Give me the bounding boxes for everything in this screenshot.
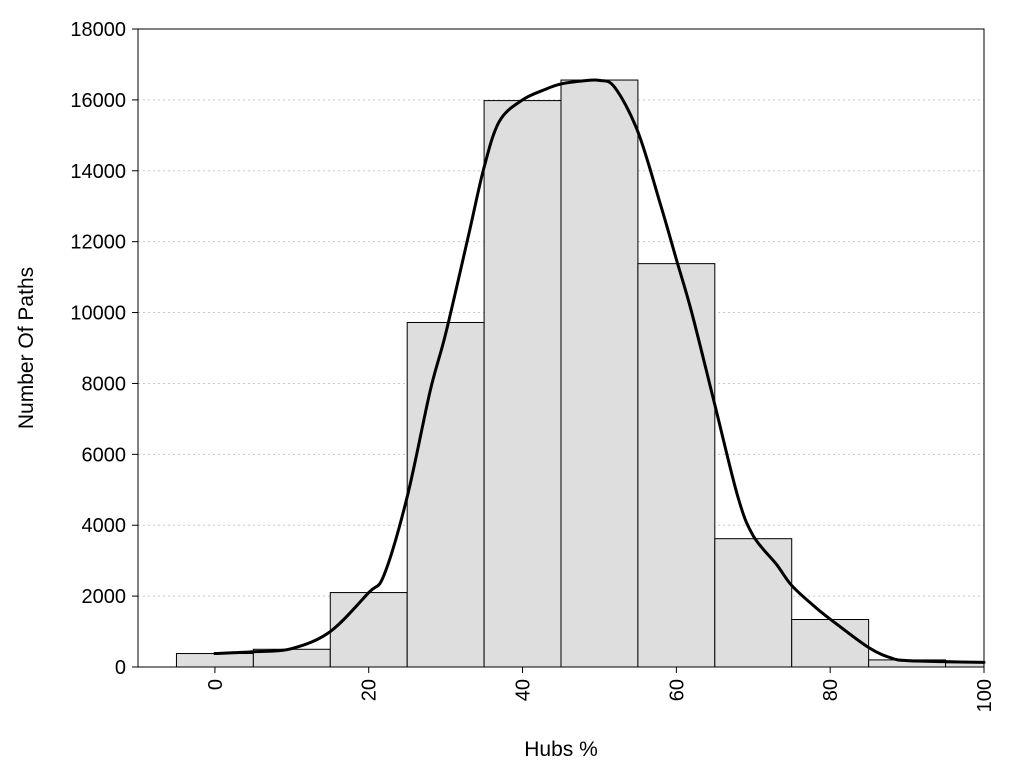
histogram-bar — [406, 321, 485, 668]
y-tick-label: 10000 — [70, 303, 126, 325]
histogram-bar — [714, 538, 793, 668]
x-axis-ticks: 0 20 40 60 80 100 — [205, 667, 996, 712]
y-axis-title: Number Of Paths — [15, 267, 38, 429]
plot-area-frame — [137, 28, 985, 668]
density-curve — [213, 78, 986, 664]
x-tick-label: 40 — [513, 679, 535, 701]
x-tick-label: 60 — [666, 679, 688, 701]
x-tick-label: 100 — [974, 679, 996, 712]
histogram-bar — [483, 100, 562, 668]
histogram-bar — [329, 592, 408, 668]
y-tick-label: 4000 — [82, 515, 127, 537]
x-tick-label: 0 — [205, 679, 227, 690]
x-tick-label: 20 — [359, 679, 381, 701]
y-tick-label: 12000 — [70, 232, 126, 254]
y-tick-label: 18000 — [70, 19, 126, 41]
histogram-bars — [175, 79, 985, 668]
gridlines — [138, 99, 984, 597]
y-axis-ticks: 0 2000 4000 6000 8000 10000 12000 14000 16000 180… — [70, 19, 138, 679]
histogram-bar — [637, 263, 716, 668]
x-tick-label: 80 — [820, 679, 842, 701]
x-axis-title: Hubs % — [524, 738, 598, 761]
y-tick-label: 0 — [115, 657, 126, 679]
y-tick-label: 6000 — [82, 444, 127, 466]
y-tick-label: 16000 — [70, 90, 126, 112]
histogram-bar — [791, 619, 870, 668]
y-tick-label: 8000 — [82, 373, 127, 395]
histogram-bar — [560, 79, 639, 668]
histogram-bar — [175, 653, 254, 668]
y-tick-label: 2000 — [82, 586, 127, 608]
y-tick-label: 14000 — [70, 161, 126, 183]
